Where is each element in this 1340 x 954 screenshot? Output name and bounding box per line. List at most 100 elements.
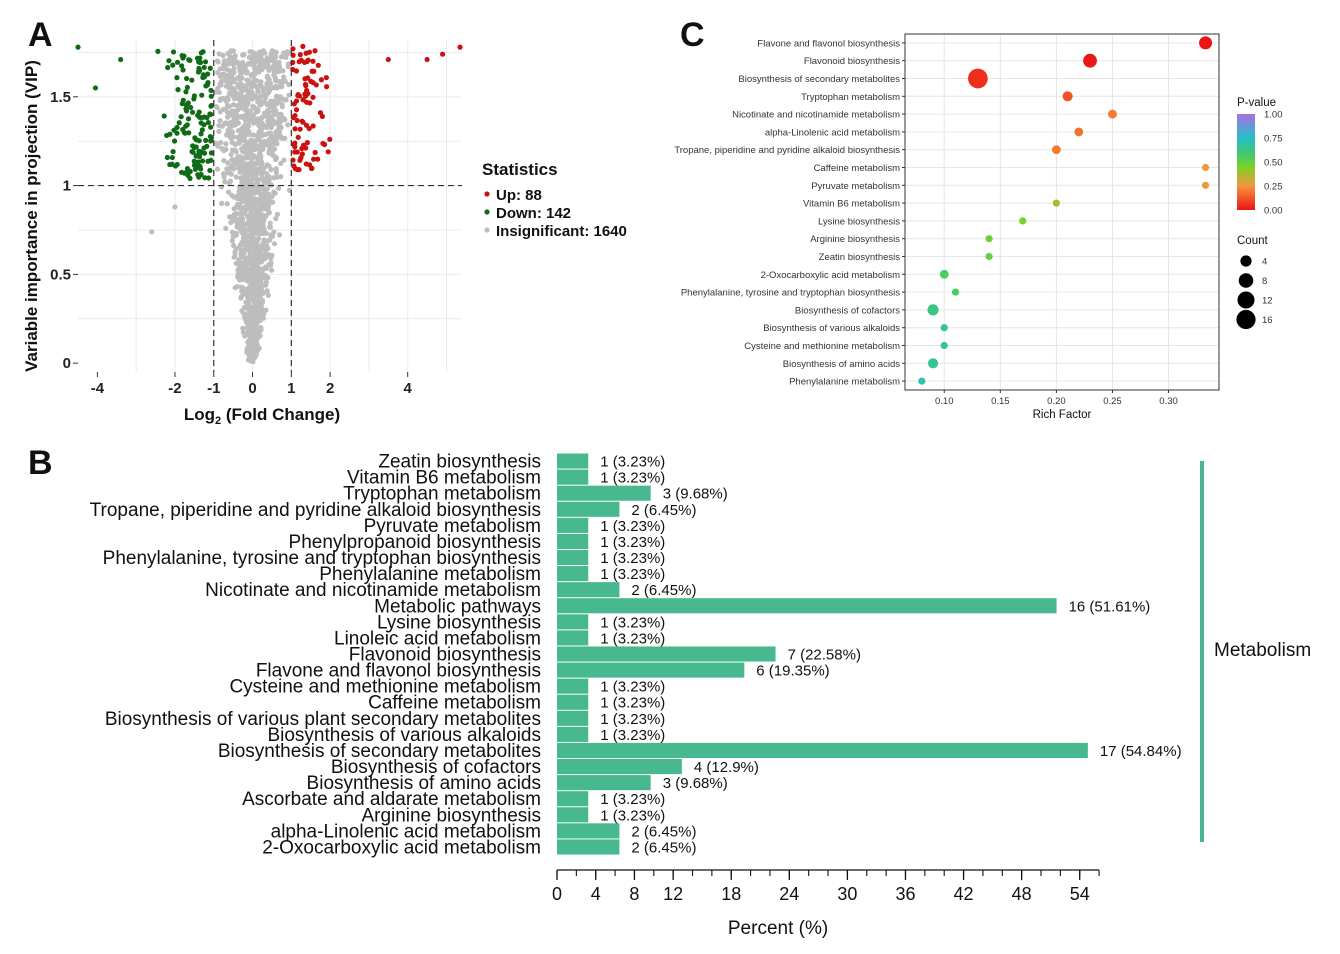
x-tick-label: 0: [552, 884, 562, 904]
bar-value-label: 1 (3.23%): [600, 518, 665, 535]
point-insignificant: [225, 189, 232, 195]
point-insignificant: [262, 131, 269, 138]
point-insignificant: [217, 81, 223, 87]
point-insignificant: [270, 233, 276, 239]
point-insignificant: [286, 92, 292, 98]
x-tick-label: 18: [721, 884, 741, 904]
point-insignificant: [268, 167, 274, 173]
bar: [557, 533, 589, 549]
point-insignificant: [234, 94, 241, 100]
x-tick-label: 8: [629, 884, 639, 904]
point-insignificant: [223, 141, 229, 147]
point-insignificant: [273, 216, 279, 222]
bar-value-label: 3 (9.68%): [663, 775, 728, 792]
point-insignificant: [231, 194, 237, 200]
point-insignificant: [246, 324, 252, 330]
point-insignificant: [221, 148, 227, 154]
point-insignificant: [262, 246, 269, 252]
bar: [557, 485, 651, 501]
x-axis-title: Percent (%): [728, 918, 828, 939]
point-insignificant: [215, 59, 221, 65]
point-insignificant: [229, 75, 235, 81]
point-insignificant: [231, 70, 237, 76]
point-insignificant: [263, 230, 269, 237]
x-tick-label: 42: [954, 884, 974, 904]
point-insignificant: [264, 288, 270, 294]
bar: [557, 839, 620, 855]
point-insignificant: [274, 141, 280, 147]
point-insignificant: [223, 225, 229, 231]
point-insignificant: [259, 312, 265, 318]
scatter-points: [75, 43, 463, 365]
point-insignificant: [269, 252, 275, 258]
point-insignificant: [279, 101, 285, 108]
point-insignificant: [238, 89, 244, 95]
point-insignificant: [223, 83, 229, 89]
point-insignificant: [257, 276, 263, 282]
panel-label-b: B: [28, 444, 53, 482]
point-insignificant: [276, 78, 283, 85]
bar-value-label: 2 (6.45%): [631, 502, 696, 519]
point-insignificant: [215, 85, 221, 91]
point-insignificant: [216, 89, 222, 96]
point-insignificant: [230, 87, 236, 94]
bar: [557, 453, 589, 469]
bar: [557, 582, 620, 598]
point-insignificant: [240, 286, 246, 293]
point-insignificant: [276, 185, 282, 191]
point-insignificant: [215, 69, 221, 76]
point-insignificant: [263, 307, 269, 313]
point-insignificant: [266, 76, 272, 82]
point-insignificant: [271, 175, 277, 181]
point-insignificant: [214, 166, 221, 172]
point-insignificant: [220, 52, 226, 59]
panel-label-c: C: [680, 16, 705, 54]
bar-value-label: 7 (22.58%): [788, 647, 861, 664]
bar: [557, 598, 1057, 614]
bar-value-label: 3 (9.68%): [663, 486, 728, 503]
bar: [557, 759, 682, 775]
point-insignificant: [224, 166, 230, 172]
point-insignificant: [251, 269, 257, 275]
point-insignificant: [285, 122, 291, 128]
point-insignificant: [272, 78, 279, 84]
point-insignificant: [241, 179, 248, 186]
point-insignificant: [240, 253, 246, 260]
bar: [557, 566, 589, 582]
bar: [557, 710, 589, 726]
x-tick-label: 54: [1070, 884, 1090, 904]
point-insignificant: [219, 200, 225, 206]
point-insignificant: [263, 113, 269, 119]
point-insignificant: [221, 58, 228, 64]
point-insignificant: [272, 190, 278, 196]
bar: [557, 742, 1088, 759]
point-insignificant: [224, 201, 230, 207]
point-insignificant: [271, 68, 277, 75]
point-insignificant: [258, 128, 264, 134]
point-insignificant: [255, 99, 261, 105]
bar-value-label: 1 (3.23%): [600, 630, 665, 647]
point-insignificant: [278, 160, 284, 167]
point-insignificant: [229, 229, 236, 235]
x-tick-label: 24: [779, 884, 799, 904]
point-insignificant: [282, 97, 288, 103]
point-insignificant: [270, 144, 276, 150]
point-insignificant: [285, 63, 291, 70]
point-insignificant: [231, 212, 238, 219]
x-tick-label: 12: [663, 884, 683, 904]
bar-value-label: 1 (3.23%): [600, 534, 665, 551]
point-insignificant: [232, 117, 238, 123]
point-insignificant: [268, 267, 275, 273]
bar-value-label: 16 (51.61%): [1069, 598, 1151, 615]
point-insignificant: [251, 132, 257, 138]
bar: [557, 726, 589, 742]
point-insignificant: [237, 186, 243, 193]
point-insignificant: [253, 319, 259, 325]
point-insignificant: [232, 142, 238, 148]
bar-value-label: 4 (12.9%): [694, 759, 759, 776]
point-insignificant: [224, 102, 231, 108]
point-insignificant: [229, 108, 235, 114]
point-insignificant: [246, 311, 252, 317]
x-tick-label: 4: [591, 884, 601, 904]
